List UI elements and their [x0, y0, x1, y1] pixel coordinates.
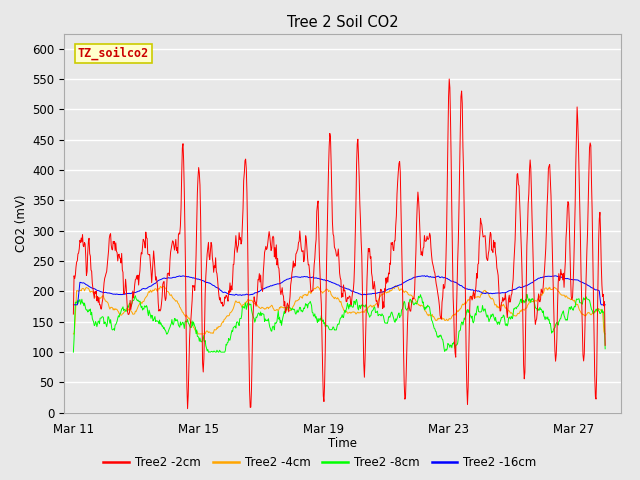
- Y-axis label: CO2 (mV): CO2 (mV): [15, 194, 28, 252]
- X-axis label: Time: Time: [328, 437, 357, 450]
- Text: TZ_soilco2: TZ_soilco2: [78, 47, 149, 60]
- Title: Tree 2 Soil CO2: Tree 2 Soil CO2: [287, 15, 398, 30]
- Legend: Tree2 -2cm, Tree2 -4cm, Tree2 -8cm, Tree2 -16cm: Tree2 -2cm, Tree2 -4cm, Tree2 -8cm, Tree…: [99, 452, 541, 474]
